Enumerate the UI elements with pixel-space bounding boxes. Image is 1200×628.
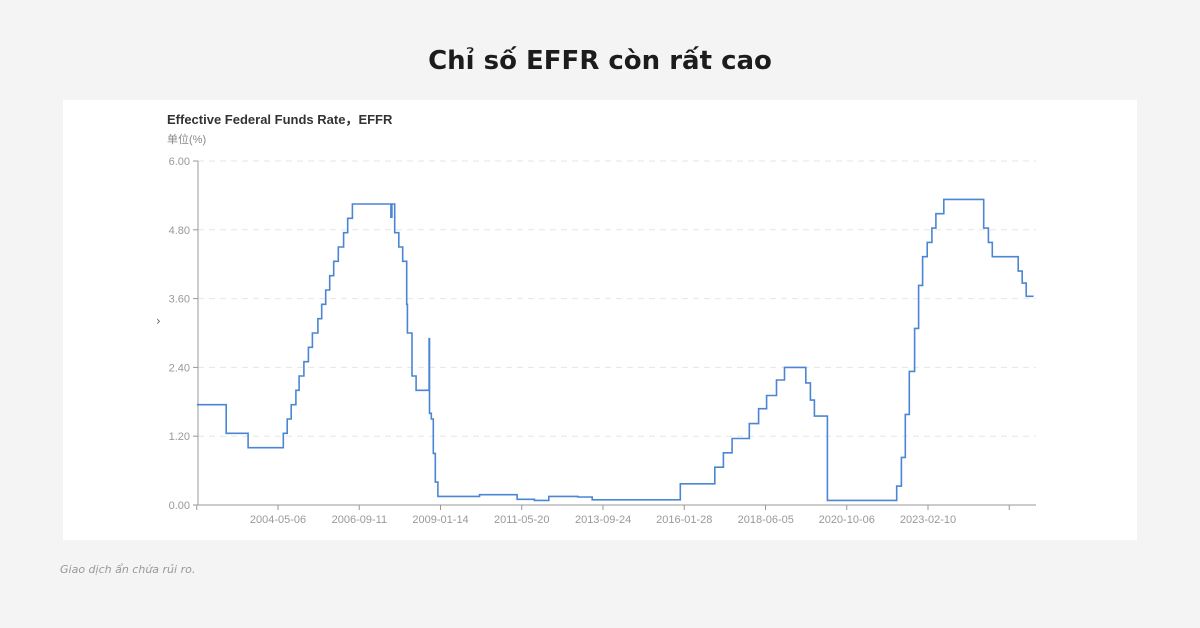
chevron-right-icon[interactable]: ›	[156, 314, 161, 328]
y-tick-label: 4.80	[169, 225, 190, 237]
x-tick-label: 2004-05-06	[250, 514, 306, 526]
x-tick-label: 2016-01-28	[656, 514, 712, 526]
footer-disclaimer: Giao dịch ẩn chứa rủi ro.	[60, 563, 196, 576]
unit-label: 单位(%)	[167, 134, 207, 146]
chart-card	[63, 100, 1137, 540]
x-tick-label: 2020-10-06	[819, 514, 875, 526]
chart-title: Effective Federal Funds Rate，EFFR	[167, 112, 393, 127]
y-tick-label: 2.40	[169, 362, 190, 374]
y-tick-label: 0.00	[169, 500, 190, 512]
x-tick-label: 2011-05-20	[494, 514, 549, 526]
x-tick-label: 2023-02-10	[900, 514, 956, 526]
effr-series-line	[196, 198, 1034, 502]
y-tick-label: 3.60	[169, 294, 190, 306]
x-tick-label: 2009-01-14	[412, 514, 468, 526]
y-tick-label: 6.00	[169, 156, 190, 168]
x-tick-label: 2006-09-11	[332, 514, 387, 526]
x-tick-label: 2018-06-05	[738, 514, 794, 526]
headline: Chỉ số EFFR còn rất cao	[428, 46, 772, 76]
x-tick-label: 2013-09-24	[575, 514, 631, 526]
y-tick-label: 1.20	[169, 431, 190, 443]
